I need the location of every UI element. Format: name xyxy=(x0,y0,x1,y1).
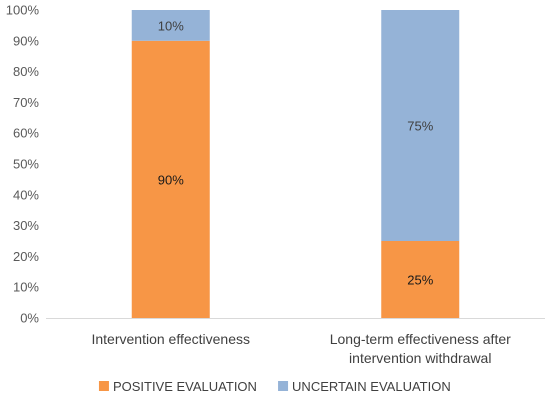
legend-swatch xyxy=(278,381,289,391)
y-tick-label: 90% xyxy=(13,33,39,48)
x-axis: Intervention effectiveness Long-term effe… xyxy=(46,318,545,366)
category-label: intervention withdrawal xyxy=(349,350,491,366)
legend-swatch xyxy=(98,381,109,391)
legend-label: UNCERTAIN EVALUATION xyxy=(292,379,451,394)
data-label: 75% xyxy=(407,119,433,134)
category-label: Intervention effectiveness xyxy=(91,331,250,347)
data-label: 10% xyxy=(158,18,184,33)
y-tick-label: 30% xyxy=(13,218,39,233)
data-label: 25% xyxy=(407,273,433,288)
bar-segment xyxy=(381,241,460,318)
y-tick-label: 40% xyxy=(13,187,39,202)
bars: 90% 10% 25% 75% xyxy=(131,10,460,319)
data-label: 90% xyxy=(158,172,184,187)
legend-label: POSITIVE EVALUATION xyxy=(113,379,257,394)
legend: POSITIVE EVALUATION UNCERTAIN EVALUATION xyxy=(98,379,451,394)
bar-segment xyxy=(131,10,210,41)
category-label: Long-term effectiveness after xyxy=(330,331,511,347)
y-tick-label: 50% xyxy=(13,157,39,172)
y-tick-label: 80% xyxy=(13,64,39,79)
y-tick-label: 100% xyxy=(6,3,40,18)
y-tick-label: 70% xyxy=(13,95,39,110)
bar-segment xyxy=(131,40,210,319)
bar-segment xyxy=(381,10,460,241)
y-tick-label: 10% xyxy=(13,280,39,295)
y-axis: 0% 10% 20% 30% 40% 50% 60% 70% 80% 90% 100% xyxy=(6,3,40,326)
y-tick-label: 60% xyxy=(13,126,39,141)
y-tick-label: 20% xyxy=(13,249,39,264)
y-tick-label: 0% xyxy=(20,311,39,326)
